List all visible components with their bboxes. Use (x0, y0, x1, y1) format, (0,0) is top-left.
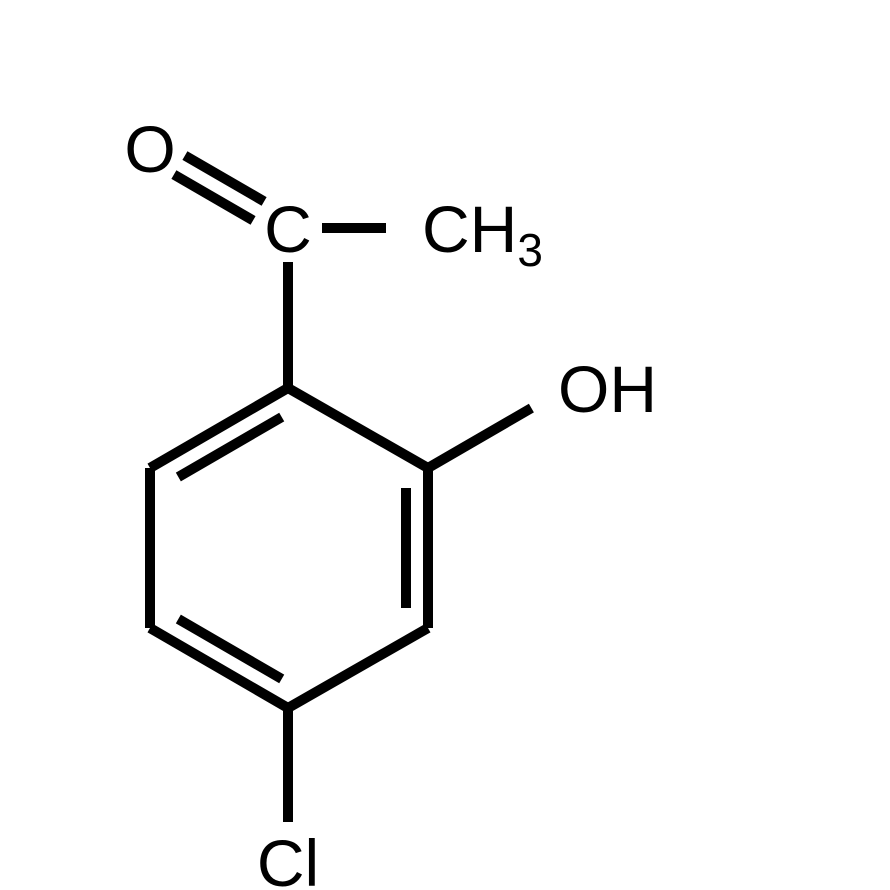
atom-label-c7: C (264, 192, 312, 266)
molecule-diagram: C O CH3 OH Cl (0, 0, 890, 890)
atom-label-o10: OH (558, 352, 657, 426)
atom-label-o8: O (124, 112, 175, 186)
atom-label-cl11: Cl (257, 826, 319, 890)
atom-label-c9: CH3 (422, 192, 543, 276)
